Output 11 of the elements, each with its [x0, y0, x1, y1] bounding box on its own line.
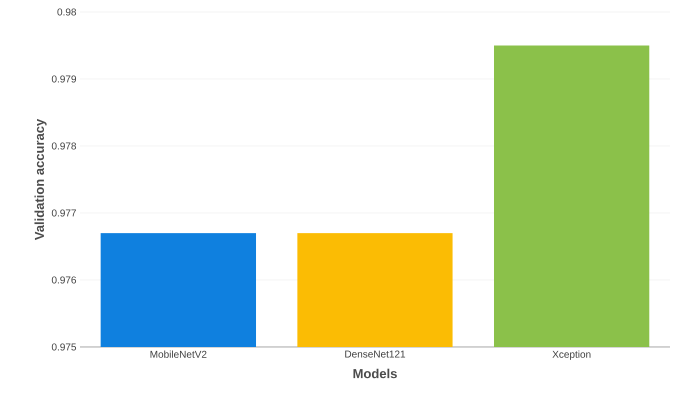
- y-axis-title: Validation accuracy: [34, 118, 47, 240]
- y-tick-label: 0.976: [52, 276, 76, 284]
- y-tick-label: 0.978: [52, 142, 76, 150]
- y-tick-label: 0.977: [52, 209, 76, 217]
- x-tick-label: Xception: [552, 350, 590, 360]
- y-tick-label: 0.975: [52, 343, 76, 351]
- y-tick-label: 0.98: [57, 8, 76, 16]
- x-tick-label: MobileNetV2: [150, 350, 206, 358]
- y-tick-label: 0.979: [52, 75, 76, 83]
- x-tick-label: DenseNet121: [345, 350, 406, 358]
- x-axis-title: Models: [353, 368, 397, 378]
